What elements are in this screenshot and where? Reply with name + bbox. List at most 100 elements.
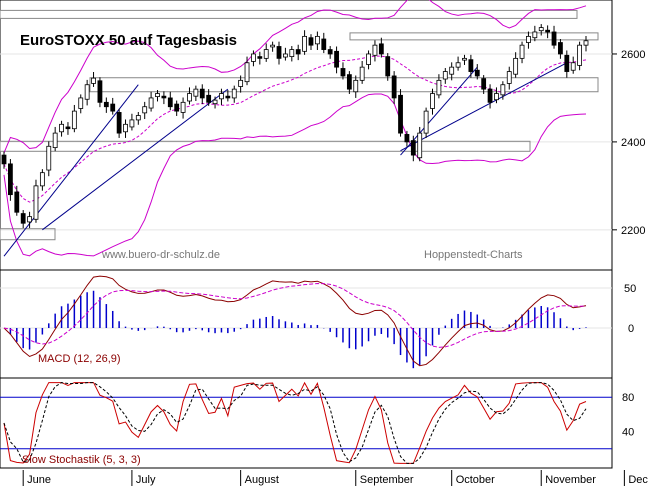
candle-body — [302, 35, 307, 52]
candle-body — [123, 123, 128, 133]
month-label: Dec — [628, 474, 648, 486]
candle-body — [78, 97, 84, 109]
macd-label: MACD (12, 26,9) — [38, 353, 121, 365]
axes: 2200 2400 2600 June July August September Octob… — [22, 49, 648, 486]
stoch-d-line — [3, 382, 587, 464]
candle-body — [7, 163, 13, 196]
candle-body — [142, 106, 148, 114]
candle-body — [199, 88, 205, 99]
support-resistance-boxes — [0, 9, 599, 241]
candle-body — [366, 53, 371, 65]
candle-body — [244, 62, 250, 83]
candle-body — [110, 103, 116, 112]
candle-body — [532, 31, 538, 39]
candle-body — [308, 37, 314, 46]
candle-body — [231, 88, 237, 99]
candle-body — [474, 69, 480, 77]
candle-body — [65, 126, 71, 130]
trend-line — [400, 62, 568, 152]
stoch-k-line — [3, 381, 587, 464]
month-label: September — [360, 474, 414, 486]
grid — [0, 53, 612, 450]
candle-body — [558, 42, 563, 55]
macd-tick-label: 50 — [624, 283, 636, 295]
candle-body — [161, 95, 167, 99]
candle-body — [71, 110, 77, 130]
candle-body — [481, 78, 487, 90]
watermark-source: Hoppenstedt-Charts — [424, 249, 523, 261]
candlesticks — [1, 24, 589, 229]
candle-body — [385, 56, 391, 77]
macd-tick-label: 0 — [628, 323, 634, 335]
candle-body — [206, 94, 212, 103]
candle-body — [353, 79, 359, 93]
stoch-panel — [0, 377, 613, 469]
candle-body — [519, 44, 525, 59]
bollinger-bands — [3, 0, 587, 257]
month-label: July — [136, 474, 156, 486]
candle-body — [193, 88, 199, 97]
candle-body — [180, 101, 186, 113]
candle-body — [295, 49, 301, 55]
candle-body — [417, 132, 423, 159]
candle-body — [238, 79, 244, 87]
candle-body — [449, 66, 455, 75]
candle-body — [174, 103, 180, 112]
macd-line — [3, 275, 587, 367]
candle-body — [391, 75, 397, 99]
trend-line — [42, 88, 229, 231]
candle-body — [59, 123, 64, 133]
price-tick-label: 2200 — [621, 225, 645, 237]
candle-body — [577, 44, 583, 66]
candle-body — [116, 112, 122, 134]
candle-body — [39, 172, 45, 187]
month-label: August — [245, 474, 279, 486]
candle-body — [257, 56, 263, 59]
candle-body — [20, 213, 26, 224]
candle-body — [135, 115, 141, 121]
candle-body — [225, 95, 231, 99]
candle-body — [270, 44, 276, 48]
candle-body — [167, 97, 173, 108]
month-label: November — [545, 474, 596, 486]
candle-body — [468, 59, 474, 72]
month-label: June — [27, 474, 51, 486]
candle-body — [404, 134, 410, 143]
candle-body — [462, 57, 467, 61]
month-label: October — [456, 474, 495, 486]
bollinger-lower — [3, 93, 587, 257]
candle-body — [346, 74, 352, 90]
candle-body — [251, 53, 256, 62]
candle-body — [430, 93, 435, 109]
macd-signal-line — [3, 283, 587, 348]
candle-body — [423, 110, 429, 134]
candle-body — [513, 57, 519, 75]
candle-body — [410, 140, 416, 156]
stoch-tick-label: 40 — [622, 427, 634, 439]
candle-body — [283, 53, 288, 58]
candle-body — [14, 191, 20, 213]
candle-body — [494, 93, 499, 101]
candle-body — [52, 132, 58, 149]
candle-body — [46, 145, 52, 171]
candle-body — [334, 50, 339, 68]
watermark-url: www.buero-dr-schulz.de — [101, 249, 220, 261]
candle-body — [187, 93, 192, 102]
candle-body — [212, 99, 218, 105]
candle-body — [526, 35, 531, 43]
candle-body — [263, 49, 269, 59]
candle-body — [103, 101, 109, 108]
candle-body — [327, 49, 333, 55]
candle-body — [372, 44, 378, 56]
chart-title: EuroSTOXX 50 auf Tagesbasis — [20, 32, 237, 49]
stoch-tick-label: 80 — [622, 392, 634, 404]
candle-body — [314, 35, 320, 45]
horizontal-zone — [349, 32, 599, 41]
stochastic-series — [3, 381, 587, 464]
horizontal-zone — [0, 140, 531, 152]
candle-body — [583, 40, 589, 46]
candle-body — [398, 94, 403, 134]
candle-body — [148, 97, 154, 109]
candle-body — [500, 84, 506, 96]
